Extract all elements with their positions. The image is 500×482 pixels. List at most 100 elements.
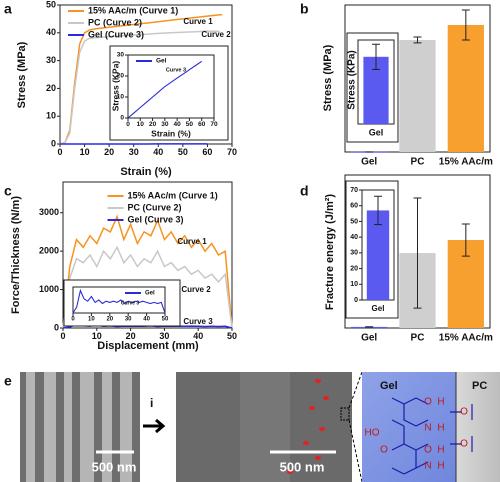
x-tick-label: 70 bbox=[210, 121, 218, 128]
y-tick-label: 3000 bbox=[39, 207, 59, 217]
red-dots bbox=[287, 379, 329, 474]
error-bar bbox=[374, 195, 382, 226]
error-bar bbox=[461, 9, 470, 41]
x-tick-label: 20 bbox=[149, 121, 157, 128]
fiber bbox=[80, 372, 94, 482]
x-tick-label: 10 bbox=[80, 147, 90, 157]
line-series bbox=[72, 288, 166, 314]
y-tick-label: 40 bbox=[350, 234, 358, 241]
dot bbox=[315, 456, 321, 460]
arrow-label: i bbox=[150, 396, 153, 410]
scale-label: 500 nm bbox=[92, 459, 137, 474]
curve-label: Curve 3 bbox=[166, 67, 186, 73]
bar bbox=[399, 39, 436, 152]
x-tick-label: 30 bbox=[129, 147, 139, 157]
y-tick-label: 30 bbox=[46, 55, 56, 65]
curve-label: Curve 3 bbox=[121, 300, 140, 306]
x-tick-label: 15% AAc/m bbox=[439, 333, 493, 344]
x-tick-label: 50 bbox=[162, 317, 169, 323]
atom-label: O bbox=[380, 445, 388, 456]
x-axis-label: Strain (%) bbox=[120, 166, 172, 178]
x-tick-label: 0 bbox=[57, 147, 62, 157]
x-tick-label: Gel bbox=[361, 333, 377, 344]
x-tick-label: 30 bbox=[161, 121, 169, 128]
dot bbox=[319, 427, 325, 431]
fiber bbox=[26, 372, 35, 482]
y-tick-label: 10 bbox=[46, 111, 56, 121]
error-bar bbox=[413, 36, 422, 44]
x-tick-label: 30 bbox=[125, 317, 132, 323]
bar bbox=[447, 24, 484, 152]
fiber bbox=[44, 372, 56, 482]
curve-label: Curve 1 bbox=[177, 237, 207, 246]
arrow bbox=[143, 418, 166, 434]
fibers bbox=[26, 372, 132, 482]
y-axis-label: Stress (MPa) bbox=[16, 41, 28, 108]
atom-label: H bbox=[437, 397, 444, 408]
y-tick-label: 50 bbox=[350, 218, 358, 225]
dot bbox=[315, 379, 321, 383]
x-tick-label: 10 bbox=[88, 317, 95, 323]
x-tick-label: PC bbox=[411, 333, 425, 344]
x-tick-label: 50 bbox=[186, 121, 194, 128]
x-tick-label: PC bbox=[411, 157, 425, 168]
x-tick-label: 20 bbox=[106, 317, 113, 323]
legend-label: PC (Curve 2) bbox=[128, 202, 182, 212]
x-tick-label: 50 bbox=[178, 147, 188, 157]
legend-label: 15% AAc/m (Curve 1) bbox=[88, 5, 178, 15]
x-tick-label: 40 bbox=[153, 147, 163, 157]
x-tick-label: Gel bbox=[372, 304, 385, 313]
x-tick-label: 60 bbox=[198, 121, 206, 128]
x-tick-label: 10 bbox=[92, 331, 102, 341]
atom-label: N bbox=[424, 423, 431, 434]
y-axis-label: Force/Thickness (N/m) bbox=[10, 196, 22, 314]
y-tick-label: 20 bbox=[117, 73, 125, 80]
x-axis-label: Displacement (mm) bbox=[97, 340, 199, 352]
x-tick-label: 40 bbox=[143, 317, 150, 323]
error-bar bbox=[413, 197, 422, 309]
region-label: Gel bbox=[380, 380, 398, 392]
inset-frame bbox=[109, 45, 229, 141]
panel-label: c bbox=[4, 183, 12, 199]
atom-label: H bbox=[437, 423, 444, 434]
atom-label: O bbox=[460, 439, 468, 450]
y-axis-label: Stress (KPa) bbox=[347, 50, 358, 109]
y-tick-label: 0 bbox=[354, 297, 358, 304]
dot bbox=[309, 406, 315, 410]
legend-label: PC (Curve 2) bbox=[88, 17, 142, 27]
line-series bbox=[62, 245, 233, 329]
y-tick-label: 20 bbox=[350, 265, 358, 272]
panel-label: e bbox=[4, 373, 12, 389]
atom-label: H bbox=[437, 461, 444, 472]
error-bar bbox=[461, 223, 470, 257]
x-tick-label: Gel bbox=[369, 127, 384, 137]
curve-label: Curve 2 bbox=[181, 285, 211, 294]
dot bbox=[323, 396, 329, 400]
legend-label: Gel (Curve 3) bbox=[88, 29, 144, 39]
fiber bbox=[102, 372, 112, 482]
atom-label: N bbox=[424, 461, 431, 472]
error-bar bbox=[372, 43, 380, 70]
x-tick-label: 40 bbox=[193, 331, 203, 341]
y-tick-label: 0 bbox=[51, 138, 56, 148]
atom-label: O bbox=[460, 407, 468, 418]
charts: a Strain (%) Stress (MPa) 0 10 20 30 40 50 0 10 20 3… bbox=[4, 0, 493, 352]
bar bbox=[366, 210, 390, 300]
panel-label: d bbox=[300, 183, 309, 199]
dot bbox=[303, 441, 309, 445]
y-tick-label: 1000 bbox=[39, 284, 59, 294]
fiber bbox=[120, 372, 132, 482]
x-axis-label: Strain (%) bbox=[151, 128, 191, 138]
x-tick-label: 70 bbox=[227, 147, 237, 157]
y-tick-label: 50 bbox=[46, 0, 56, 9]
curve-label: Curve 3 bbox=[183, 317, 213, 326]
panel-label: b bbox=[300, 1, 309, 17]
legend-label: 15% AAc/m (Curve 1) bbox=[128, 190, 218, 200]
fiber bbox=[64, 372, 72, 482]
y-tick-label: 30 bbox=[117, 52, 125, 59]
line-series bbox=[59, 13, 223, 145]
x-tick-label: Gel bbox=[361, 157, 377, 168]
x-tick-label: 0 bbox=[60, 331, 65, 341]
